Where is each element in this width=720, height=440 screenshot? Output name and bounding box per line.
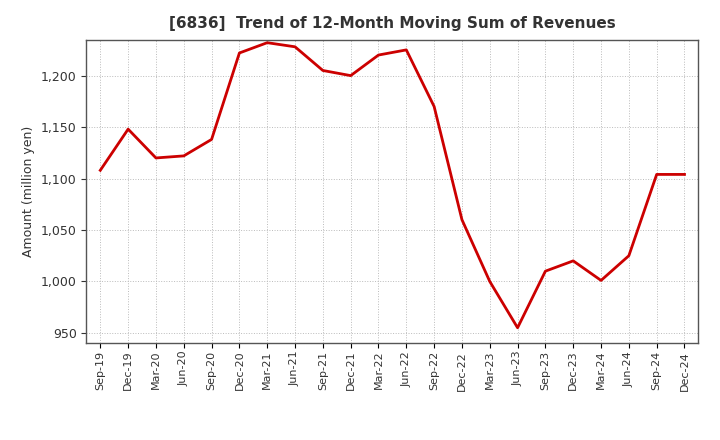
Title: [6836]  Trend of 12-Month Moving Sum of Revenues: [6836] Trend of 12-Month Moving Sum of R…: [169, 16, 616, 32]
Y-axis label: Amount (million yen): Amount (million yen): [22, 126, 35, 257]
